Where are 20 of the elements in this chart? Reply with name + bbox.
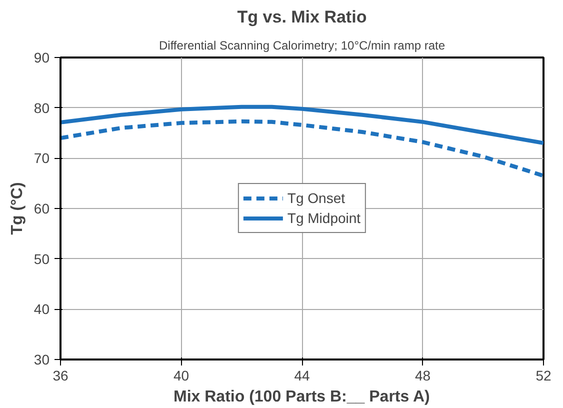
legend-label: Tg Onset [287, 190, 346, 206]
y-tick-label: 90 [34, 50, 50, 66]
y-tick-label: 30 [34, 352, 50, 368]
chart-subtitle: Differential Scanning Calorimetry; 10°C/min ramp rate [158, 38, 446, 52]
x-tick-label: 48 [414, 368, 431, 384]
line-series [60, 104, 544, 146]
line-series [60, 119, 544, 178]
y-tick-label: 40 [34, 301, 50, 318]
y-tick-label: 60 [34, 200, 50, 216]
y-axis-title: Tg (°C) [8, 182, 26, 235]
chart-title: Tg vs. Mix Ratio [237, 8, 367, 26]
y-tick-label: 80 [34, 100, 50, 116]
x-axis-title: Mix Ratio (100 Parts B:__ Parts A) [174, 388, 430, 406]
y-tick-label: 50 [34, 250, 50, 267]
legend-label: Tg Midpoint [287, 210, 361, 226]
y-tick-label: 70 [34, 150, 50, 166]
x-tick-label: 36 [52, 368, 68, 384]
x-tick-label: 44 [294, 368, 310, 384]
x-tick-label: 52 [536, 368, 552, 384]
x-tick-label: 40 [173, 368, 190, 384]
